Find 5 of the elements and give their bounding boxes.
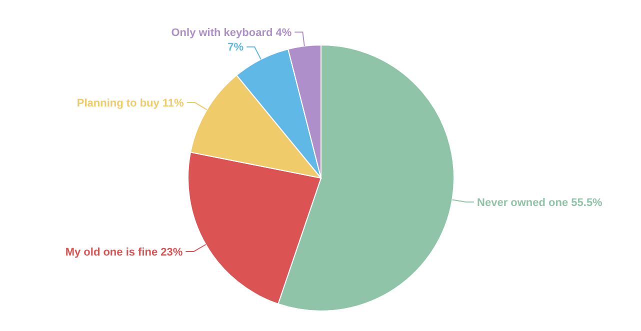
slice-label: My old one is fine 23% [65,246,183,258]
slice-label: Planning to buy 11% [76,97,184,110]
slice-label: Never owned one 55.5% [477,196,603,209]
slice-label: Only with keyboard 4% [171,27,292,39]
data-label: 7% [228,42,244,54]
